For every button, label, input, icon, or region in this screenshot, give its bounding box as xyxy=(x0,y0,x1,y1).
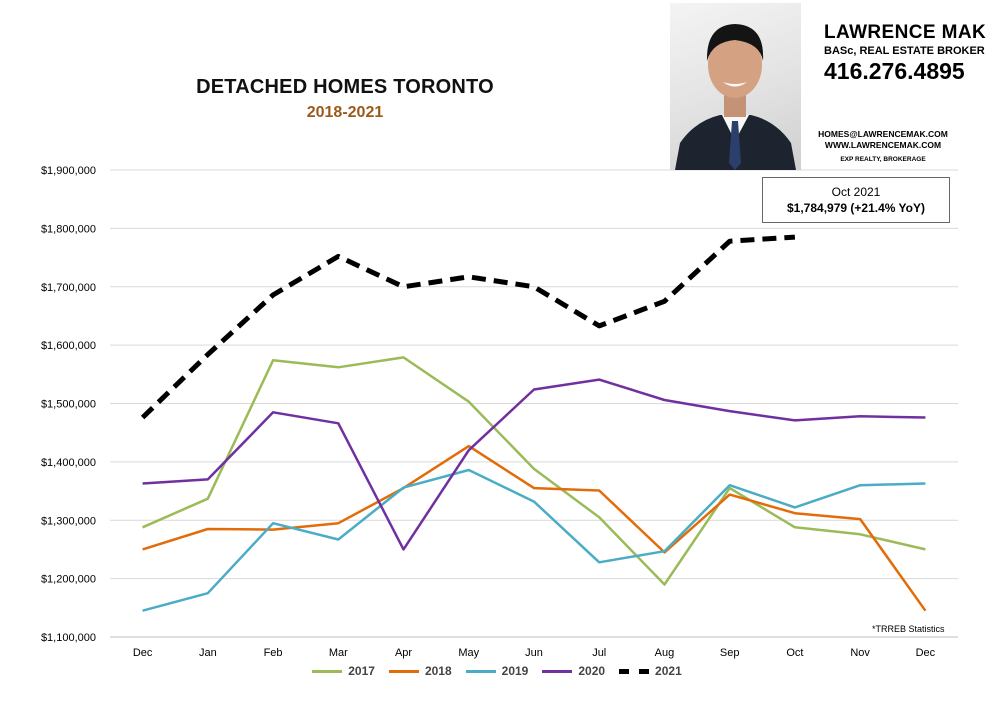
legend-swatch xyxy=(388,669,419,673)
legend-label: 2019 xyxy=(501,664,529,678)
y-tick-label: $1,500,000 xyxy=(41,399,96,411)
legend-label: 2021 xyxy=(655,664,682,678)
x-tick-label: Feb xyxy=(264,647,283,659)
x-tick-label: Dec xyxy=(916,647,936,659)
legend-item-2020: 2020 xyxy=(542,664,605,678)
series-lines xyxy=(140,234,927,612)
legend-swatch xyxy=(542,669,573,673)
x-axis: Dec Jan Feb Mar Apr May Jun Jul Aug Sep Oct Nov Dec xyxy=(133,647,936,659)
callout-month: Oct 2021 xyxy=(831,185,881,199)
y-tick-label: $1,700,000 xyxy=(41,282,96,294)
y-tick-label: $1,600,000 xyxy=(41,340,96,352)
oct-2021-callout: Oct 2021 $1,784,979 (+21.4% YoY) xyxy=(762,177,950,223)
x-tick-label: Dec xyxy=(133,647,153,659)
x-tick-label: Oct xyxy=(786,647,803,659)
x-tick-label: Aug xyxy=(655,647,675,659)
y-tick-label: $1,900,000 xyxy=(41,165,96,177)
chart-subtitle: 2018-2021 xyxy=(306,104,384,121)
agent-phone: 416.276.4895 xyxy=(824,58,965,84)
series-line-2018 xyxy=(142,444,927,612)
y-tick-label: $1,200,000 xyxy=(41,574,96,586)
x-tick-label: Jan xyxy=(199,647,217,659)
legend-label: 2020 xyxy=(578,664,606,678)
chart-title: DETACHED HOMES TORONTO xyxy=(196,76,494,98)
source-note: *TRREB Statistics xyxy=(872,624,945,634)
series-line-2017 xyxy=(142,356,926,586)
y-tick-label: $1,300,000 xyxy=(41,515,96,527)
x-tick-label: Mar xyxy=(329,647,348,659)
legend-item-2019: 2019 xyxy=(465,664,529,678)
agent-name: LAWRENCE MAK xyxy=(824,22,987,43)
x-tick-label: Nov xyxy=(850,647,870,659)
series-line-2019 xyxy=(142,468,926,612)
series-line-2021 xyxy=(140,234,796,420)
y-tick-label: $1,100,000 xyxy=(41,632,96,644)
x-tick-label: May xyxy=(458,647,479,659)
series-line-2020 xyxy=(142,378,926,551)
legend-label: 2017 xyxy=(348,664,375,678)
legend: 2017 2018 2019 2020 2021 xyxy=(0,664,994,678)
legend-swatch xyxy=(619,668,650,674)
y-tick-label: $1,800,000 xyxy=(41,223,96,235)
agent-title: BASc, REAL ESTATE BROKER xyxy=(824,45,985,57)
legend-swatch xyxy=(312,669,343,673)
agent-photo xyxy=(670,3,801,170)
legend-swatch xyxy=(465,669,496,673)
legend-label: 2018 xyxy=(424,664,452,678)
x-tick-label: Sep xyxy=(720,647,740,659)
gridlines xyxy=(110,169,958,638)
agent-brokerage: EXP REALTY, BROKERAGE xyxy=(840,156,926,163)
x-tick-label: Jul xyxy=(592,647,606,659)
y-axis: $1,100,000 $1,200,000 $1,300,000 $1,400,000… xyxy=(41,165,96,644)
legend-item-2021: 2021 xyxy=(619,664,682,678)
legend-item-2018: 2018 xyxy=(388,664,452,678)
x-tick-label: Apr xyxy=(395,647,412,659)
agent-website: WWW.LAWRENCEMAK.COM xyxy=(824,140,942,150)
callout-value: $1,784,979 (+21.4% YoY) xyxy=(787,201,925,215)
legend-item-2017: 2017 xyxy=(312,664,375,678)
agent-email: HOMES@LAWRENCEMAK.COM xyxy=(818,129,948,139)
y-tick-label: $1,400,000 xyxy=(41,457,96,469)
x-tick-label: Jun xyxy=(525,647,543,659)
